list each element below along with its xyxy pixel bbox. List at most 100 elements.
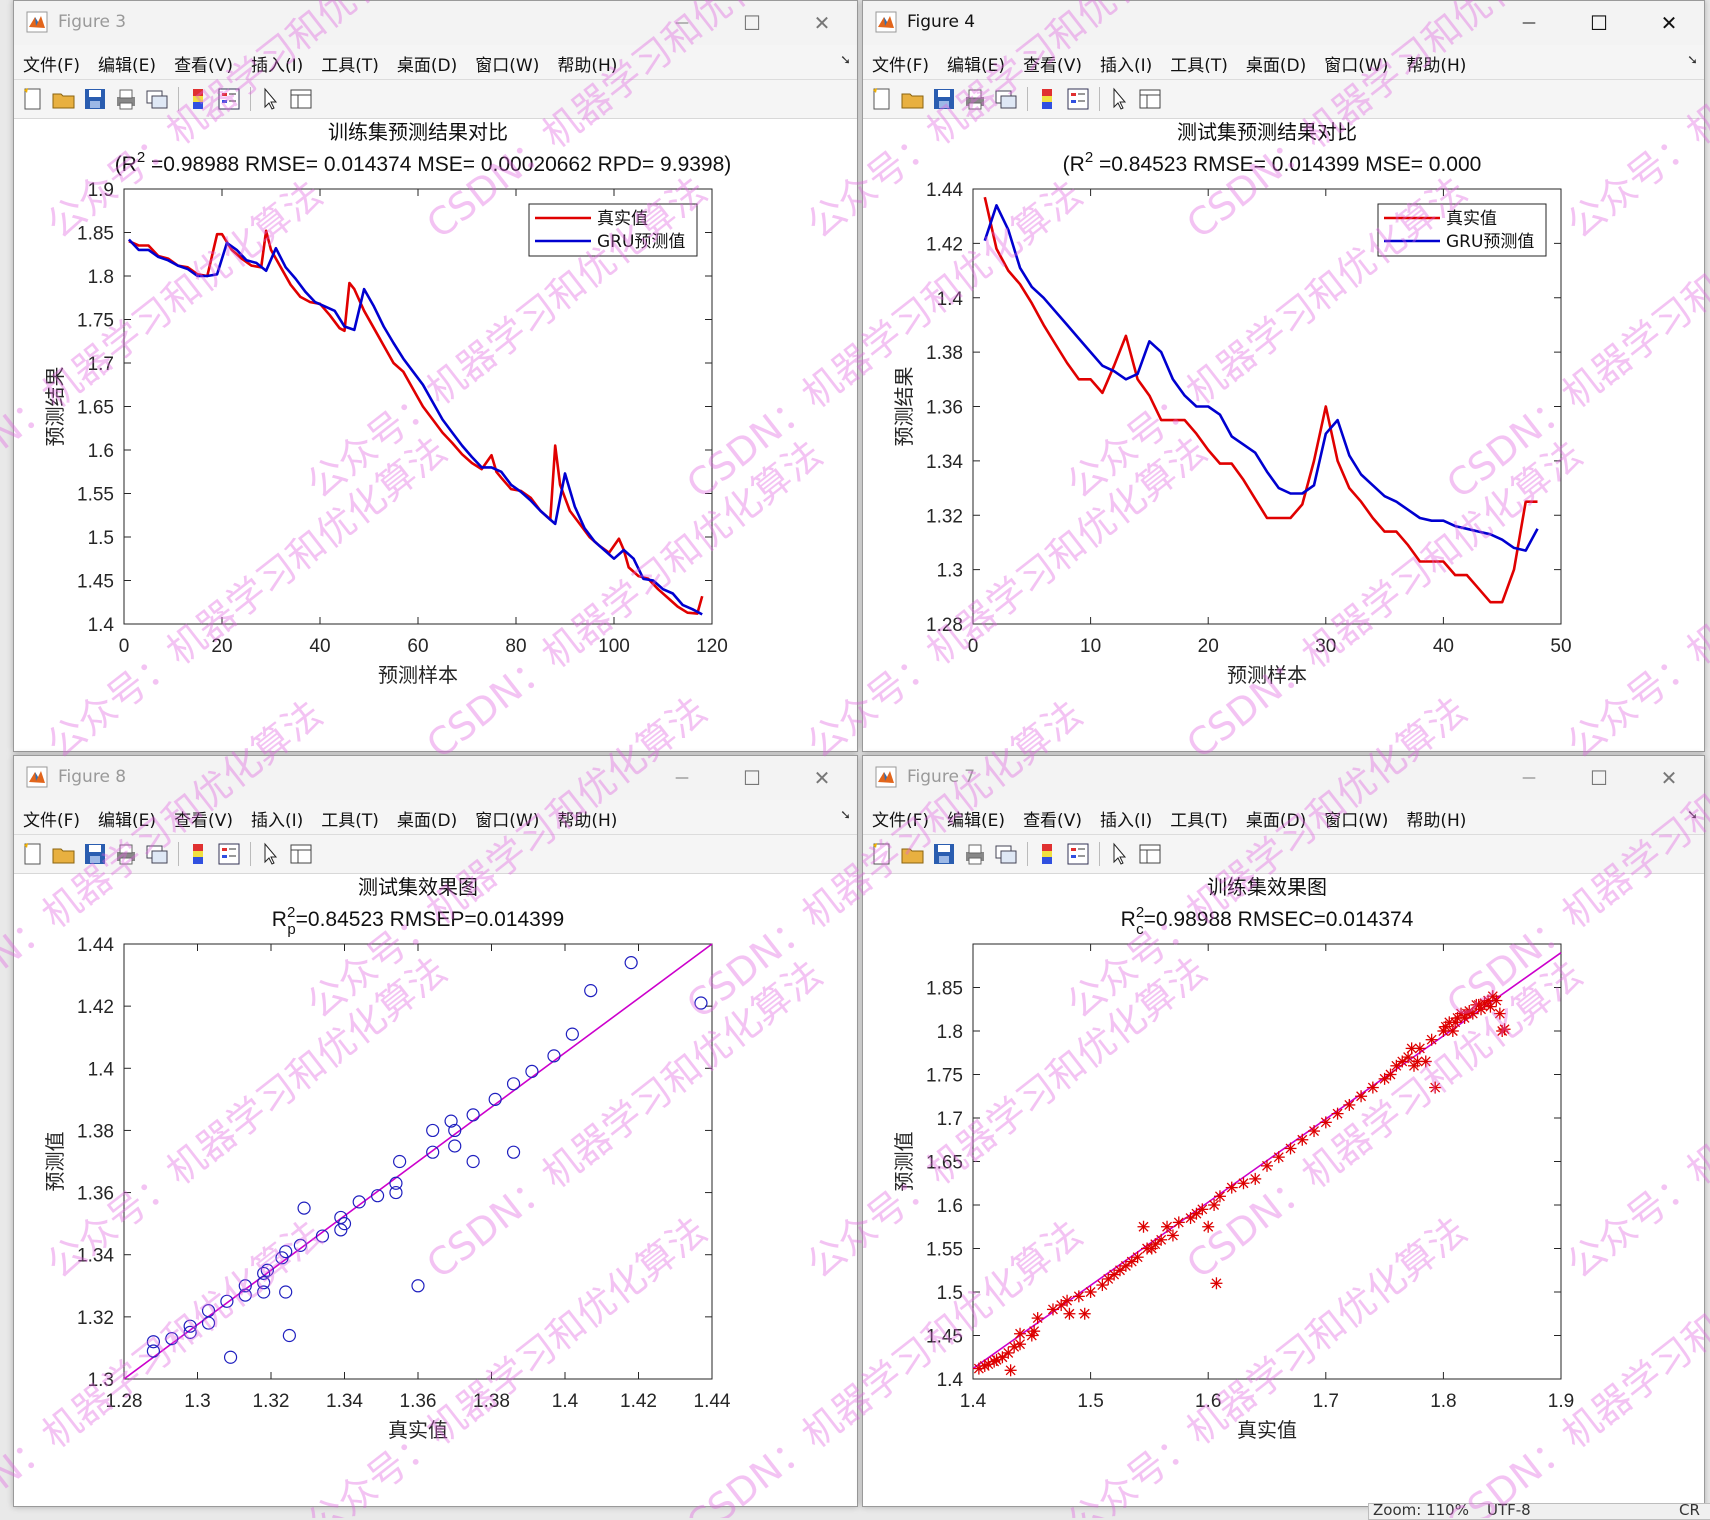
close-button[interactable]: ✕ xyxy=(813,11,831,35)
menu-view[interactable]: 查看(V) xyxy=(1023,56,1082,76)
open-file-icon[interactable] xyxy=(900,86,926,112)
y-tick-label: 1.32 xyxy=(926,506,963,527)
menu-view[interactable]: 查看(V) xyxy=(174,811,233,831)
title-bar[interactable]: Figure 4 — ☐ ✕ xyxy=(863,1,1704,45)
menu-tools[interactable]: 工具(T) xyxy=(321,811,379,831)
menu-tools[interactable]: 工具(T) xyxy=(1170,56,1228,76)
link-figure-icon[interactable] xyxy=(993,841,1019,867)
link-figure-icon[interactable] xyxy=(993,86,1019,112)
colorbar-icon[interactable] xyxy=(1034,841,1060,867)
menu-edit[interactable]: 编辑(E) xyxy=(947,811,1006,831)
property-editor-icon[interactable] xyxy=(1137,841,1163,867)
menu-desktop[interactable]: 桌面(D) xyxy=(396,56,458,76)
menu-desktop[interactable]: 桌面(D) xyxy=(396,811,458,831)
menu-view[interactable]: 查看(V) xyxy=(174,56,233,76)
maximize-button[interactable]: ☐ xyxy=(743,11,761,35)
menu-window[interactable]: 窗口(W) xyxy=(1324,811,1389,831)
menu-edit[interactable]: 编辑(E) xyxy=(947,56,1006,76)
legend-icon[interactable] xyxy=(1065,86,1091,112)
legend-icon[interactable] xyxy=(1065,841,1091,867)
scatter-point xyxy=(1402,1051,1415,1064)
menu-window[interactable]: 窗口(W) xyxy=(475,56,540,76)
open-file-icon[interactable] xyxy=(51,841,77,867)
close-button[interactable]: ✕ xyxy=(1660,766,1678,790)
colorbar-icon[interactable] xyxy=(1034,86,1060,112)
dock-arrow-icon[interactable]: ➘ xyxy=(840,808,851,823)
title-bar[interactable]: Figure 8 — ☐ ✕ xyxy=(14,756,857,800)
scatter-point xyxy=(444,1114,458,1128)
maximize-button[interactable]: ☐ xyxy=(1590,11,1608,35)
open-file-icon[interactable] xyxy=(51,86,77,112)
legend-icon[interactable] xyxy=(216,86,242,112)
print-icon[interactable] xyxy=(113,841,139,867)
menu-edit[interactable]: 编辑(E) xyxy=(98,56,157,76)
menu-desktop[interactable]: 桌面(D) xyxy=(1245,56,1307,76)
save-icon[interactable] xyxy=(82,841,108,867)
menu-help[interactable]: 帮助(H) xyxy=(557,56,618,76)
y-tick-label: 1.34 xyxy=(926,452,963,473)
legend-icon[interactable] xyxy=(216,841,242,867)
property-editor-icon[interactable] xyxy=(288,841,314,867)
menu-insert[interactable]: 插入(I) xyxy=(250,811,304,831)
save-icon[interactable] xyxy=(931,86,957,112)
menu-file[interactable]: 文件(F) xyxy=(872,56,930,76)
property-editor-icon[interactable] xyxy=(1137,86,1163,112)
minimize-button[interactable]: — xyxy=(675,15,689,31)
pointer-icon[interactable] xyxy=(257,841,283,867)
save-icon[interactable] xyxy=(931,841,957,867)
title-bar[interactable]: Figure 3 — ☐ ✕ xyxy=(14,1,857,45)
menu-tools[interactable]: 工具(T) xyxy=(1170,811,1228,831)
maximize-button[interactable]: ☐ xyxy=(743,766,761,790)
new-figure-icon[interactable] xyxy=(869,841,895,867)
menu-edit[interactable]: 编辑(E) xyxy=(98,811,157,831)
menu-window[interactable]: 窗口(W) xyxy=(475,811,540,831)
scatter-point xyxy=(426,1123,440,1138)
menu-help[interactable]: 帮助(H) xyxy=(557,811,618,831)
pointer-icon[interactable] xyxy=(257,86,283,112)
menu-help[interactable]: 帮助(H) xyxy=(1406,56,1467,76)
new-figure-icon[interactable] xyxy=(20,841,46,867)
scatter-point xyxy=(1498,1023,1511,1036)
menu-insert[interactable]: 插入(I) xyxy=(250,56,304,76)
print-icon[interactable] xyxy=(962,86,988,112)
colorbar-icon[interactable] xyxy=(185,841,211,867)
menu-window[interactable]: 窗口(W) xyxy=(1324,56,1389,76)
series-line-true xyxy=(128,229,704,615)
minimize-button[interactable]: — xyxy=(675,770,689,786)
figure-3-window[interactable]: Figure 3 — ☐ ✕ 文件(F) 编辑(E) 查看(V) 插入(I) 工具(T)… xyxy=(13,0,858,752)
menu-help[interactable]: 帮助(H) xyxy=(1406,811,1467,831)
maximize-button[interactable]: ☐ xyxy=(1590,766,1608,790)
save-icon[interactable] xyxy=(82,86,108,112)
dock-arrow-icon[interactable]: ➘ xyxy=(1687,53,1698,68)
new-figure-icon[interactable] xyxy=(869,86,895,112)
new-figure-icon[interactable] xyxy=(20,86,46,112)
close-button[interactable]: ✕ xyxy=(1660,11,1678,35)
minimize-button[interactable]: — xyxy=(1522,15,1536,31)
pointer-icon[interactable] xyxy=(1106,841,1132,867)
print-icon[interactable] xyxy=(113,86,139,112)
open-file-icon[interactable] xyxy=(900,841,926,867)
close-button[interactable]: ✕ xyxy=(813,766,831,790)
link-figure-icon[interactable] xyxy=(144,841,170,867)
title-bar[interactable]: Figure 7 — ☐ ✕ xyxy=(863,756,1704,800)
print-icon[interactable] xyxy=(962,841,988,867)
menu-file[interactable]: 文件(F) xyxy=(872,811,930,831)
figure-8-window[interactable]: Figure 8 — ☐ ✕ 文件(F) 编辑(E) 查看(V) 插入(I) 工具(T)… xyxy=(13,755,858,1507)
figure-4-window[interactable]: Figure 4 — ☐ ✕ 文件(F) 编辑(E) 查看(V) 插入(I) 工具(T)… xyxy=(862,0,1705,752)
menu-file[interactable]: 文件(F) xyxy=(23,811,81,831)
menu-file[interactable]: 文件(F) xyxy=(23,56,81,76)
matlab-icon xyxy=(26,766,48,788)
menu-view[interactable]: 查看(V) xyxy=(1023,811,1082,831)
menu-tools[interactable]: 工具(T) xyxy=(321,56,379,76)
minimize-button[interactable]: — xyxy=(1522,770,1536,786)
figure-7-window[interactable]: Figure 7 — ☐ ✕ 文件(F) 编辑(E) 查看(V) 插入(I) 工具(T)… xyxy=(862,755,1705,1507)
menu-insert[interactable]: 插入(I) xyxy=(1099,811,1153,831)
link-figure-icon[interactable] xyxy=(144,86,170,112)
menu-desktop[interactable]: 桌面(D) xyxy=(1245,811,1307,831)
dock-arrow-icon[interactable]: ➘ xyxy=(840,53,851,68)
dock-arrow-icon[interactable]: ➘ xyxy=(1687,808,1698,823)
pointer-icon[interactable] xyxy=(1106,86,1132,112)
colorbar-icon[interactable] xyxy=(185,86,211,112)
property-editor-icon[interactable] xyxy=(288,86,314,112)
menu-insert[interactable]: 插入(I) xyxy=(1099,56,1153,76)
